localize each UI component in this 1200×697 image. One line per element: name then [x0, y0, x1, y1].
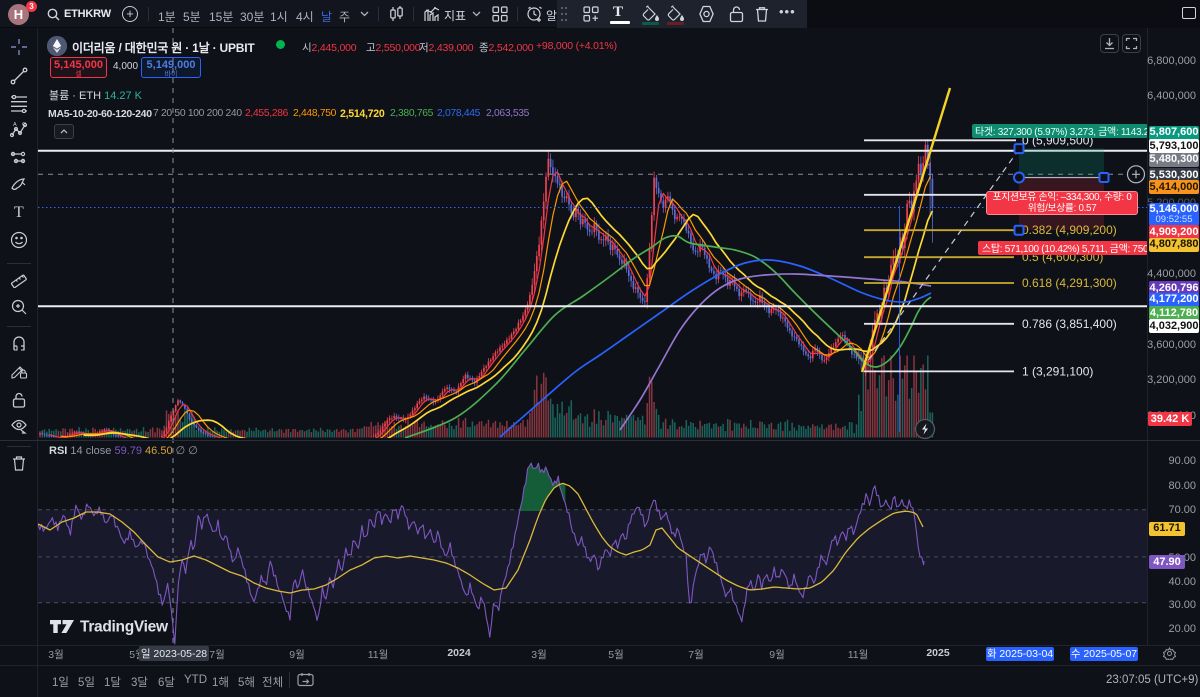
svg-text:TradingView: TradingView — [80, 619, 169, 636]
svg-text:T: T — [14, 204, 24, 220]
svg-text:0.382 (4,909,200): 0.382 (4,909,200) — [1022, 223, 1117, 237]
svg-text:0.786 (3,851,400): 0.786 (3,851,400) — [1022, 317, 1117, 331]
svg-text:C: C — [22, 122, 26, 128]
svg-text:A: A — [13, 122, 17, 128]
svg-text:1 (3,291,100): 1 (3,291,100) — [1022, 364, 1093, 378]
svg-text:0.618 (4,291,300): 0.618 (4,291,300) — [1022, 276, 1117, 290]
